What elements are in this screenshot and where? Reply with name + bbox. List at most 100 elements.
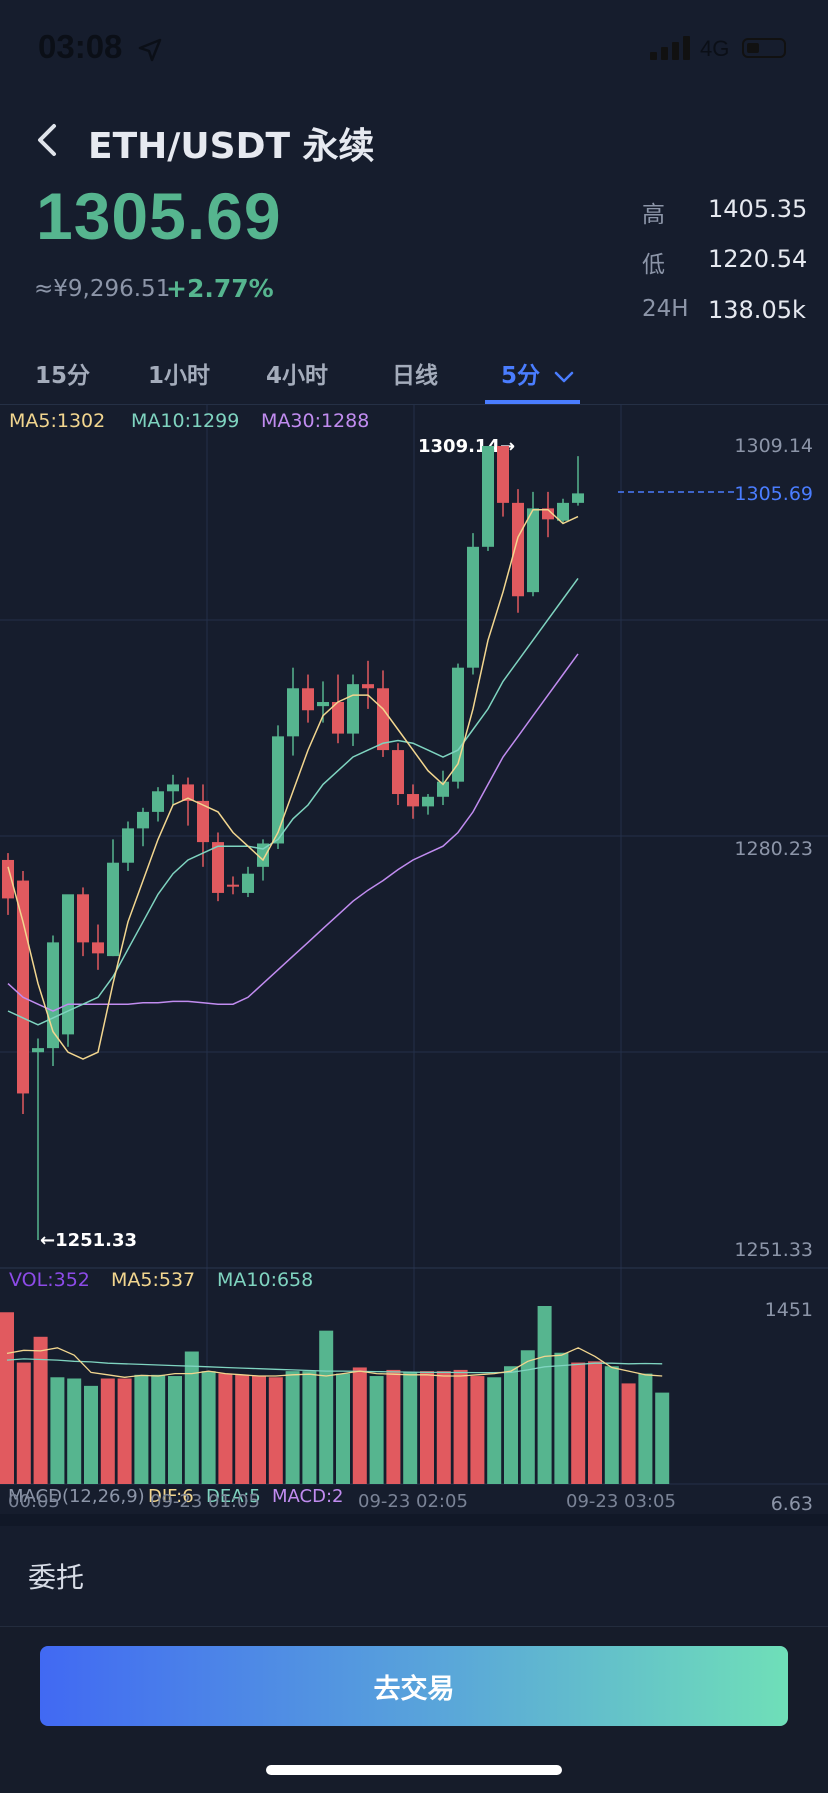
candle-body: [62, 894, 74, 1035]
tab-15min[interactable]: 15分: [35, 363, 91, 389]
tab-5min[interactable]: 5分: [501, 356, 574, 390]
tab-5min-label: 5分: [501, 363, 541, 389]
candle-body: [497, 446, 509, 503]
vol-ma10-legend: MA10:658: [217, 1269, 313, 1291]
volume-bar: [285, 1371, 300, 1484]
volume-bar: [554, 1352, 569, 1484]
macd-value: MACD:2: [272, 1486, 343, 1507]
volume-bar: [67, 1378, 82, 1484]
vol-ma5-legend: MA5:537: [111, 1269, 195, 1291]
candle-body: [377, 688, 389, 751]
candle-body: [227, 884, 239, 887]
tab-1hour[interactable]: 1小时: [148, 363, 211, 389]
macd-dea: DEA:5: [206, 1486, 261, 1507]
volume-bar: [487, 1377, 502, 1484]
price-axis-high: 1309.14: [734, 435, 813, 457]
candle-body: [77, 894, 89, 943]
candle-body: [272, 736, 284, 844]
candle: [167, 774, 179, 806]
time-label-0: 00:05: [8, 1491, 60, 1512]
candle: [287, 667, 299, 756]
macd-dif: DIF:6: [148, 1486, 194, 1507]
candle: [242, 866, 254, 898]
vol_ma10-line: [6, 1358, 663, 1374]
go-trade-button[interactable]: 去交易: [40, 1646, 788, 1726]
candle-body: [212, 842, 224, 893]
macd-title: MACD(12,26,9): [8, 1486, 145, 1507]
volume-bar: [504, 1366, 518, 1484]
volume-bar: [16, 1362, 31, 1484]
candle-body: [512, 502, 524, 597]
candle-body: [197, 800, 209, 843]
volume-bar: [184, 1351, 199, 1484]
ma-lines: [7, 508, 579, 1060]
candle: [497, 446, 509, 517]
volume-bar: [621, 1383, 636, 1484]
volume-bar: [386, 1369, 401, 1484]
back-arrow-icon[interactable]: [34, 122, 62, 158]
volume-bar: [33, 1336, 48, 1484]
candle: [392, 743, 404, 806]
ma5-legend: MA5:1302: [9, 410, 105, 432]
volume-bar: [252, 1376, 266, 1484]
candle-body: [242, 873, 254, 893]
candle-body: [407, 794, 419, 807]
candle-body: [557, 502, 569, 521]
status-time: 03:08: [38, 28, 123, 65]
status-bar: 03:08 4G: [0, 0, 828, 100]
candle-body: [302, 688, 314, 711]
candle-body: [92, 942, 104, 954]
candle: [347, 674, 359, 746]
chart-grid: [0, 404, 828, 1485]
candle-body: [122, 828, 134, 863]
macd-axis-value: 6.63: [771, 1493, 813, 1514]
candle-body: [467, 546, 479, 668]
candle: [467, 533, 479, 675]
time-label-3: 09-23 03:05: [566, 1491, 676, 1512]
volume-bar: [302, 1371, 317, 1484]
candle: [542, 491, 554, 538]
time-label-1: 09-23 01:05: [150, 1491, 260, 1512]
candle: [32, 1038, 44, 1240]
entrust-tab[interactable]: 委托: [28, 1561, 85, 1594]
candle-body: [182, 784, 194, 801]
volume-bar: [638, 1373, 653, 1484]
candle-body: [107, 862, 119, 957]
candle-body: [137, 811, 149, 829]
tab-daily[interactable]: 日线: [392, 363, 438, 389]
volume-24h-label: 24H: [642, 296, 689, 322]
candle-body: [437, 781, 449, 797]
candle: [182, 777, 194, 826]
volume-bar: [151, 1374, 166, 1484]
kline-chart[interactable]: MA5:1302 MA10:1299 MA30:1288 1309.14 128…: [0, 404, 828, 1514]
tab-4hour[interactable]: 4小时: [266, 363, 329, 389]
candle: [92, 924, 104, 970]
candle: [272, 725, 284, 849]
candles: [2, 446, 584, 1240]
volume-axis-max: 1451: [765, 1299, 813, 1321]
section-separator: [0, 1514, 828, 1526]
candle: [212, 832, 224, 902]
candle-body: [2, 859, 14, 899]
candle: [362, 660, 374, 709]
volume-ma-lines: [6, 1347, 663, 1378]
battery-level: [747, 43, 759, 53]
candle: [572, 456, 584, 506]
candle-body: [422, 796, 434, 807]
candle: [557, 498, 569, 524]
volume-bar: [655, 1392, 670, 1484]
candle-body: [317, 702, 329, 707]
volume-bar: [336, 1373, 350, 1484]
volume-bar: [218, 1373, 233, 1484]
candle: [512, 489, 524, 613]
location-arrow-icon: [138, 38, 162, 62]
last-price: 1305.69: [36, 179, 282, 253]
candle-body: [257, 843, 269, 867]
volume-24h-value: 138.05k: [708, 296, 806, 324]
volume-bar: [201, 1371, 216, 1484]
active-tab-indicator: [485, 400, 580, 404]
candle: [137, 807, 149, 847]
volume-bar: [235, 1374, 250, 1484]
volume-bar: [520, 1350, 535, 1484]
candle: [122, 821, 134, 871]
